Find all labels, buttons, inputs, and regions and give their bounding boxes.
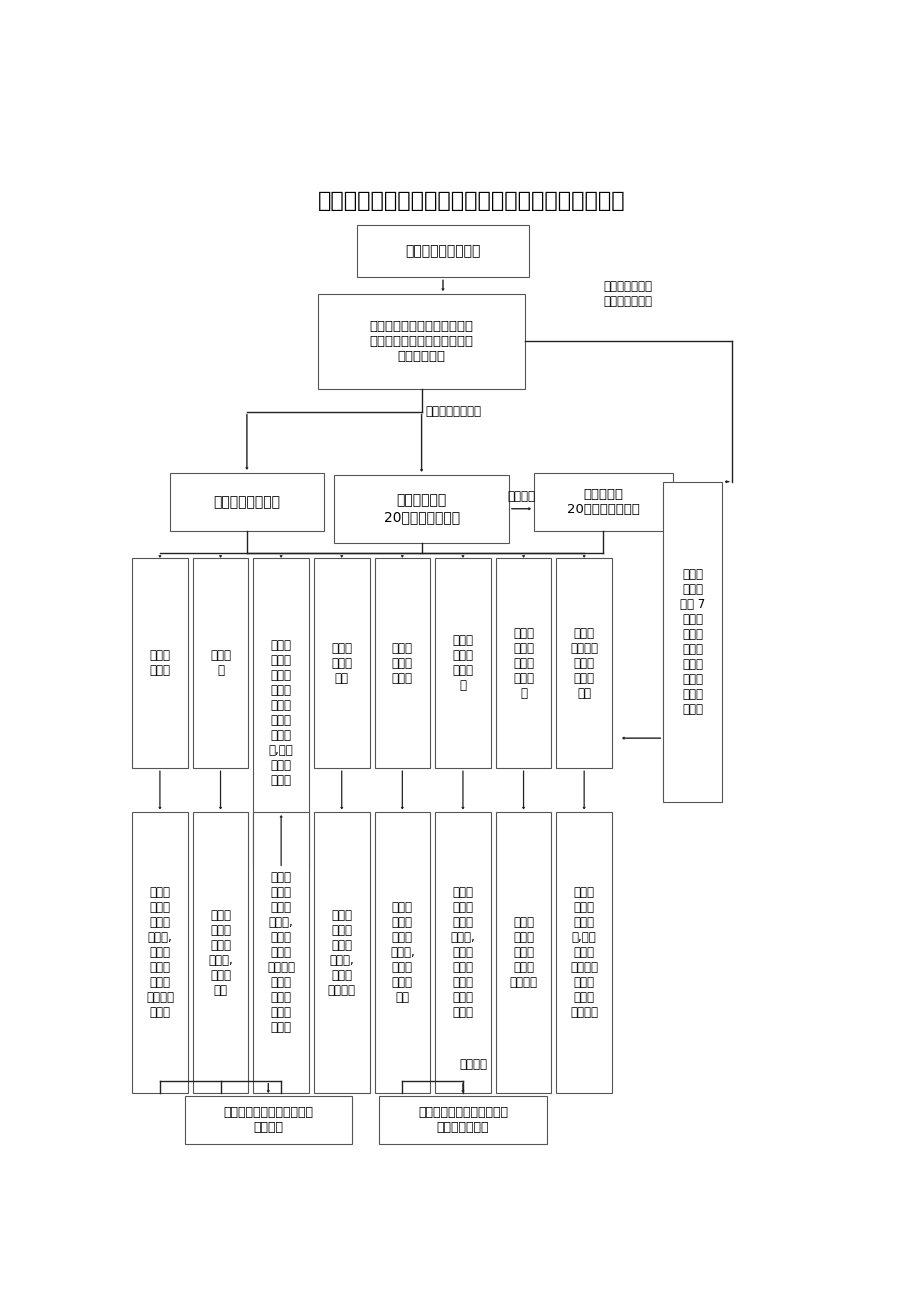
Text: 没有所
申请公
开信息: 没有所 申请公 开信息	[391, 641, 413, 684]
Text: 出具政
府信息
公开申
请答复,
告知答
复。: 出具政 府信息 公开申 请答复, 告知答 复。	[208, 908, 233, 997]
Bar	[379, 1095, 546, 1144]
Text: 受理机构当场答复: 受理机构当场答复	[213, 494, 280, 509]
Text: 申请人提出书面申请: 申请人提出书面申请	[405, 245, 480, 259]
Bar	[192, 812, 248, 1093]
Bar	[556, 558, 611, 768]
Text: 受理机构审查申请要件，答复
或告知（视情况需出具回执的
将出具回执）: 受理机构审查申请要件，答复 或告知（视情况需出具回执的 将出具回执）	[369, 320, 473, 363]
Text: 符合受理各项规定: 符合受理各项规定	[425, 405, 481, 418]
Text: 中山市人民政府石岐街道办事处信息公开申请流程图: 中山市人民政府石岐街道办事处信息公开申请流程图	[317, 191, 625, 211]
Bar	[495, 558, 550, 768]
Bar	[170, 472, 323, 531]
Bar	[435, 558, 490, 768]
Text: 特殊情况: 特殊情况	[507, 490, 535, 503]
Bar	[192, 558, 248, 768]
Text: 出具政
府信息
公开申
请答复,
告知信
息不存
在。: 出具政 府信息 公开申 请答复, 告知信 息不存 在。	[390, 902, 414, 1004]
Bar	[374, 558, 430, 768]
Bar	[495, 812, 550, 1093]
Bar	[435, 812, 490, 1093]
Text: 出具政
府信息
公开申
请答复,
告知非
本机关
政府信
息公开
范围。: 出具政 府信息 公开申 请答复, 告知非 本机关 政府信 息公开 范围。	[450, 886, 475, 1019]
Text: 申请内容不明确
形式要件不完备: 申请内容不明确 形式要件不完备	[603, 280, 652, 308]
Bar	[253, 558, 309, 868]
Text: 属于不
予公开
范围: 属于不 予公开 范围	[331, 641, 352, 684]
Bar	[663, 481, 721, 803]
Text: 能够确定: 能够确定	[460, 1058, 487, 1071]
Bar	[313, 812, 369, 1093]
Text: 经批准延长
20个工作日内答复: 经批准延长 20个工作日内答复	[566, 488, 639, 515]
Bar	[185, 1095, 352, 1144]
Text: 告知申请人掌握信息机关的
名称、联系方式: 告知申请人掌握信息机关的 名称、联系方式	[417, 1106, 507, 1134]
Text: 不属于
本机关
负责公
开: 不属于 本机关 负责公 开	[452, 634, 473, 692]
Bar	[374, 812, 430, 1093]
Text: 当场不能答复
20个工作日内答复: 当场不能答复 20个工作日内答复	[383, 493, 460, 524]
Text: 出具政
府信息
公开申
请答复,
提供可
公开信
息，并对
不予公
开的内
容说明
理由。: 出具政 府信息 公开申 请答复, 提供可 公开信 息，并对 不予公 开的内 容说…	[267, 872, 295, 1034]
Bar	[533, 472, 672, 531]
Text: 可以公
开: 可以公 开	[210, 649, 231, 677]
Bar	[253, 812, 309, 1093]
Text: 出具政
府信息
公开申
请答复,
告知不
予公开。: 出具政 府信息 公开申 请答复, 告知不 予公开。	[327, 908, 356, 997]
Bar	[132, 558, 187, 768]
Bar	[334, 475, 508, 543]
Bar	[556, 812, 611, 1093]
Text: 出具政
府信息
公开申
请答复,
告知获
取该政
府信息
的方式、
途径。: 出具政 府信息 公开申 请答复, 告知获 取该政 府信息 的方式、 途径。	[146, 886, 174, 1019]
Text: 已经主
动公开: 已经主 动公开	[149, 649, 170, 677]
Bar	[318, 294, 525, 389]
Text: 出具政
府信息
公开答
复,告知
依照有
关法律、
行政法
规的规
定办理。: 出具政 府信息 公开答 复,告知 依照有 关法律、 行政法 规的规 定办理。	[570, 886, 597, 1019]
Bar	[313, 558, 369, 768]
Text: 受理机构按申请人指定方式
提供答复: 受理机构按申请人指定方式 提供答复	[223, 1106, 313, 1134]
Text: 出具重
复申请
政府信
息公开
告知书。: 出具重 复申请 政府信 息公开 告知书。	[509, 916, 537, 989]
Text: 已作出
答复、
申请人
重复申
请: 已作出 答复、 申请人 重复申 请	[513, 627, 533, 700]
Text: 属于工
商、不动
产登记
资料等
信息: 属于工 商、不动 产登记 资料等 信息	[570, 627, 597, 700]
Text: 信息中
含有不
应当公
开或者
不属于
政府信
息的内
容,但能
够作区
分处理: 信息中 含有不 应当公 开或者 不属于 政府信 息的内 容,但能 够作区 分处理	[268, 639, 293, 787]
Bar	[132, 812, 187, 1093]
Text: 自收到
申请之
日起 7
个工作
日内出
具政府
信息公
开补正
申请告
知书。: 自收到 申请之 日起 7 个工作 日内出 具政府 信息公 开补正 申请告 知书。	[679, 569, 704, 716]
Bar	[357, 225, 528, 277]
